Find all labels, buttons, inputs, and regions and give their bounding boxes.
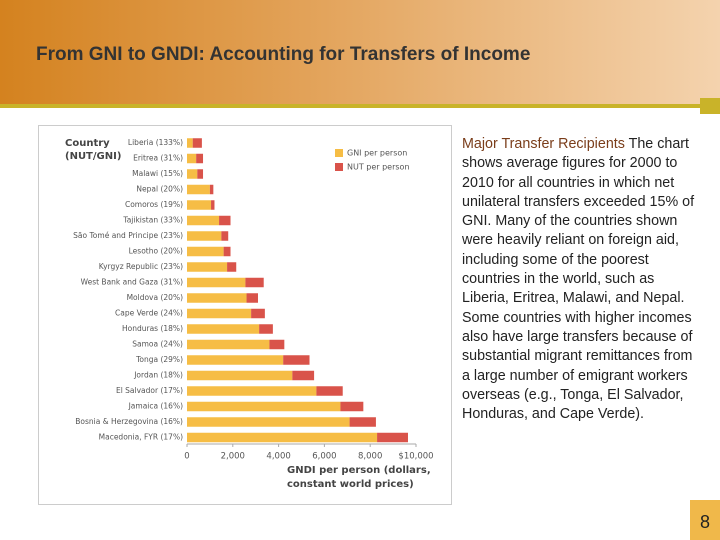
bar-segment — [187, 200, 212, 210]
y-tick-label: Liberia (133%) — [128, 138, 183, 147]
bar-segment — [187, 215, 220, 226]
x-tick-label: 8,000 — [358, 452, 382, 462]
bar-segment — [292, 370, 315, 381]
bar-segment — [187, 169, 198, 179]
bar-segment — [283, 355, 310, 365]
y-tick-label: El Salvador (17%) — [116, 386, 183, 395]
y-tick-label: São Tomé and Principe (23%) — [73, 231, 183, 240]
bar-segment — [192, 138, 202, 148]
y-tick-label: Comoros (19%) — [125, 200, 183, 209]
y-tick-label: Nepal (20%) — [136, 185, 183, 194]
legend-label: GNI per person — [347, 149, 407, 158]
description-body: The chart shows average figures for 2000… — [462, 136, 695, 423]
slide-title: From GNI to GNDI: Accounting for Transfe… — [36, 44, 531, 65]
bar-segment — [187, 432, 378, 443]
x-tick-label: 0 — [184, 452, 189, 462]
bar-segment — [187, 138, 193, 148]
x-tick-label: $10,000 — [398, 452, 433, 462]
y-tick-label: West Bank and Gaza (31%) — [81, 278, 183, 287]
y-tick-label: Bosnia & Herzegovina (16%) — [75, 417, 183, 426]
bar-segment — [187, 401, 341, 412]
y-tick-label: Malawi (15%) — [132, 169, 183, 178]
y-tick-label: Cape Verde (24%) — [115, 309, 183, 318]
bar-segment — [187, 293, 247, 303]
bar-segment — [316, 386, 343, 396]
bar-segment — [227, 262, 237, 272]
bar-segment — [187, 324, 260, 334]
bar-segment — [377, 432, 408, 443]
y-tick-label: Honduras (18%) — [122, 324, 183, 333]
bar-segment — [187, 277, 246, 288]
bar-segment — [187, 308, 252, 319]
x-axis-title: constant world prices) — [287, 479, 414, 490]
y-tick-label: Jordan (18%) — [133, 371, 183, 380]
bar-segment — [187, 231, 222, 241]
y-tick-label: Jamaica (16%) — [128, 402, 183, 411]
bar-segment — [340, 401, 364, 412]
bar-segment — [187, 246, 224, 257]
bar-segment — [187, 370, 293, 381]
bar-segment — [187, 355, 284, 365]
chart-frame: Country (NUT/GNI) GNDI per person (dollars… — [38, 125, 452, 505]
x-tick-label: 4,000 — [266, 452, 290, 462]
bar-segment — [187, 339, 270, 350]
y-tick-label: Moldova (20%) — [127, 293, 184, 302]
bar-segment — [246, 293, 258, 303]
bar-segment — [349, 417, 376, 427]
y-tick-label: Kyrgyz Republic (23%) — [99, 262, 183, 271]
bar-segment — [259, 324, 273, 334]
x-tick-label: 6,000 — [312, 452, 336, 462]
x-tick-label: 2,000 — [221, 452, 245, 462]
bar-segment — [269, 339, 285, 350]
bar-segment — [223, 246, 231, 257]
bar-segment — [221, 231, 229, 241]
legend-label: NUT per person — [347, 163, 410, 172]
bar-segment — [197, 169, 204, 179]
bar-segment — [187, 386, 317, 396]
legend-swatch — [335, 149, 343, 157]
y-tick-label: Tajikistan (33%) — [122, 216, 183, 225]
title-bar — [0, 0, 720, 104]
title-rule — [0, 104, 720, 108]
y-axis-title: Country — [65, 138, 110, 149]
bar-segment — [187, 184, 210, 195]
page-number: 8 — [690, 500, 720, 540]
bar-segment — [211, 200, 215, 210]
y-tick-label: Eritrea (31%) — [133, 154, 183, 163]
bar-segment — [187, 417, 350, 427]
legend-swatch — [335, 163, 343, 171]
chart: Country (NUT/GNI) GNDI per person (dollars… — [65, 138, 434, 490]
bar-segment — [245, 277, 264, 288]
y-axis-title: (NUT/GNI) — [65, 151, 121, 162]
bar-segment — [187, 153, 197, 164]
bar-segment — [219, 215, 231, 226]
y-tick-label: Macedonia, FYR (17%) — [99, 433, 183, 442]
description: Major Transfer Recipients The chart show… — [462, 135, 698, 424]
y-tick-label: Tonga (29%) — [135, 355, 183, 364]
bar-segment — [251, 308, 265, 319]
description-heading: Major Transfer Recipients — [462, 136, 625, 152]
x-axis-title: GNDI per person (dollars, — [287, 465, 431, 476]
bar-segment — [196, 153, 204, 164]
y-tick-label: Lesotho (20%) — [129, 247, 183, 256]
bar-segment — [187, 262, 228, 272]
y-tick-label: Samoa (24%) — [132, 340, 183, 349]
rule-block — [700, 98, 720, 114]
bar-segment — [209, 184, 214, 195]
